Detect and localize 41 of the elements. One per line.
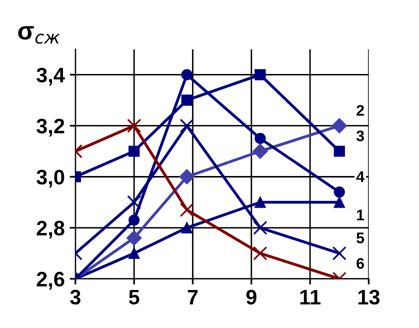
point bbox=[128, 146, 140, 157]
point bbox=[332, 118, 347, 134]
y-tick-label: 3,4 bbox=[36, 68, 65, 86]
y-tick-label: 2,6 bbox=[36, 272, 64, 290]
point bbox=[126, 230, 142, 246]
point bbox=[253, 220, 268, 235]
y-tick-label: 3,0 bbox=[36, 170, 64, 188]
x-tick-label: 9 bbox=[246, 290, 256, 305]
point bbox=[332, 246, 346, 260]
series-label: 6 bbox=[356, 258, 364, 269]
point bbox=[126, 195, 142, 210]
x-tick-label: 3 bbox=[70, 290, 80, 305]
point bbox=[179, 169, 194, 184]
point bbox=[180, 118, 194, 133]
point bbox=[181, 69, 192, 80]
series-label: 1 bbox=[357, 210, 364, 220]
point bbox=[128, 248, 140, 259]
point bbox=[253, 246, 268, 260]
point bbox=[254, 196, 266, 208]
x-tick-label: 13 bbox=[358, 290, 380, 305]
series-label: 3 bbox=[356, 130, 364, 142]
series-label: 4 bbox=[356, 171, 364, 182]
series-label: 5 bbox=[356, 232, 364, 244]
point bbox=[334, 146, 345, 157]
x-tick-label: 5 bbox=[128, 290, 140, 305]
point bbox=[181, 222, 192, 234]
x-tick-label: 7 bbox=[188, 290, 198, 304]
point bbox=[252, 144, 268, 159]
point bbox=[128, 214, 140, 226]
y-axis-title: σ$_{сж}$ bbox=[18, 26, 60, 44]
x-tick-label: 11 bbox=[300, 290, 320, 304]
series-label: 2 bbox=[356, 104, 364, 116]
point bbox=[334, 186, 345, 198]
point bbox=[180, 202, 194, 218]
point bbox=[334, 196, 345, 208]
y-tick-label: 2,8 bbox=[36, 220, 64, 239]
y-tick-label: 3,2 bbox=[36, 118, 64, 137]
point bbox=[126, 118, 142, 133]
point bbox=[254, 69, 266, 80]
point bbox=[181, 94, 192, 106]
point bbox=[254, 132, 266, 144]
